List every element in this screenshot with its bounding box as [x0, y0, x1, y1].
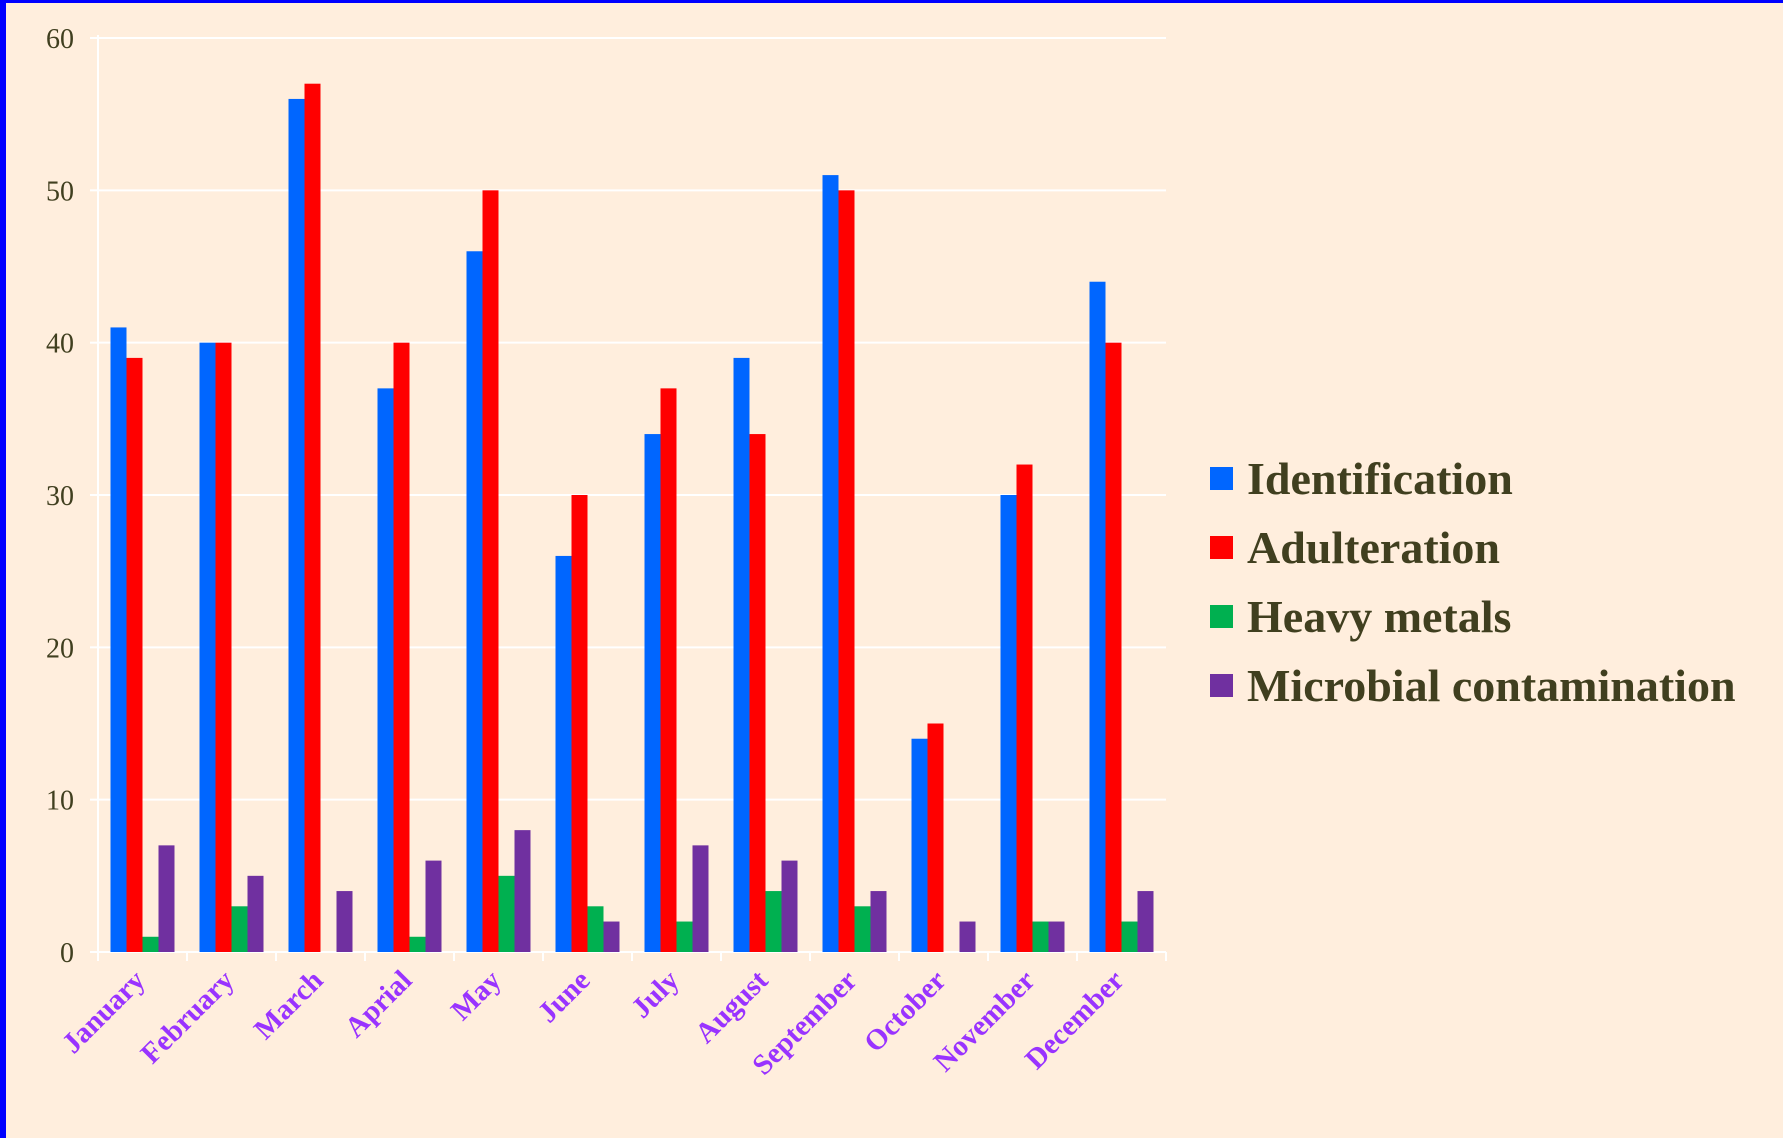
y-tick-label-60: 60: [46, 24, 74, 55]
chart-frame: 0 10 20 30 40 50 60 January February March Aprial M…: [6, 3, 1783, 1138]
x-category-label-february: February: [135, 964, 241, 1070]
bar-identification-october: [911, 738, 928, 952]
y-tick-label-40: 40: [46, 329, 74, 360]
bar-identification-september: [822, 175, 839, 953]
bar-heavy-metals-february: [231, 906, 248, 952]
bar-identification-aprial: [377, 388, 394, 952]
bar-microbial-contamination-march: [336, 891, 353, 952]
y-tick-label-50: 50: [46, 176, 74, 207]
legend-swatch-adulteration: [1210, 536, 1233, 559]
legend-label-microbial-contamination: Microbial contamination: [1247, 660, 1736, 711]
bar-microbial-contamination-september: [870, 891, 887, 952]
y-tick-label-10: 10: [46, 786, 74, 817]
bar-adulteration-october: [927, 723, 944, 952]
bar-adulteration-february: [215, 342, 232, 953]
bar-heavy-metals-november: [1032, 921, 1049, 952]
legend-swatch-heavy-metals: [1210, 605, 1233, 628]
bar-identification-november: [1000, 495, 1017, 952]
bar-microbial-contamination-november: [1048, 921, 1065, 952]
bar-microbial-contamination-june: [603, 921, 620, 952]
legend-item-identification: Identification: [1210, 444, 1736, 513]
legend-swatch-identification: [1210, 467, 1233, 490]
bar-identification-june: [555, 555, 572, 952]
legend-label-adulteration: Adulteration: [1247, 522, 1500, 573]
bar-heavy-metals-january: [142, 936, 159, 952]
bar-microbial-contamination-october: [959, 921, 976, 952]
legend-item-adulteration: Adulteration: [1210, 513, 1736, 582]
y-tick-label-30: 30: [46, 481, 74, 512]
bar-adulteration-november: [1016, 464, 1033, 952]
bar-identification-may: [466, 251, 483, 952]
bar-adulteration-may: [482, 190, 499, 953]
bar-microbial-contamination-january: [158, 845, 175, 952]
legend-swatch-microbial-contamination: [1210, 674, 1233, 697]
x-category-label-aprial: Aprial: [339, 964, 419, 1044]
bar-identification-december: [1089, 281, 1106, 952]
bar-heavy-metals-august: [765, 891, 782, 952]
bar-identification-march: [288, 98, 305, 952]
bar-microbial-contamination-december: [1137, 891, 1154, 952]
legend-label-identification: Identification: [1247, 453, 1513, 504]
legend-item-microbial-contamination: Microbial contamination: [1210, 651, 1736, 720]
y-tick-label-0: 0: [60, 938, 74, 969]
x-category-label-june: June: [532, 964, 597, 1029]
bar-heavy-metals-aprial: [409, 936, 426, 952]
bar-identification-january: [110, 327, 127, 952]
bar-identification-february: [199, 342, 216, 953]
x-category-label-december: December: [1019, 964, 1131, 1076]
x-category-label-august: August: [689, 964, 775, 1050]
bar-microbial-contamination-aprial: [425, 860, 442, 952]
bar-adulteration-september: [838, 190, 855, 953]
x-category-label-july: July: [625, 964, 686, 1025]
x-category-label-march: March: [248, 964, 329, 1045]
bar-adulteration-december: [1105, 342, 1122, 953]
bar-adulteration-july: [660, 388, 677, 952]
bar-adulteration-march: [304, 83, 321, 952]
bar-heavy-metals-june: [587, 906, 604, 952]
bar-identification-august: [733, 357, 750, 952]
bar-microbial-contamination-august: [781, 860, 798, 952]
bar-microbial-contamination-february: [247, 875, 264, 952]
bar-microbial-contamination-july: [692, 845, 709, 952]
bar-adulteration-june: [571, 495, 588, 952]
legend-item-heavy-metals: Heavy metals: [1210, 582, 1736, 651]
bar-identification-july: [644, 434, 661, 953]
x-category-label-may: May: [445, 964, 508, 1027]
bar-heavy-metals-september: [854, 906, 871, 952]
legend: Identification Adulteration Heavy metals…: [1210, 444, 1736, 720]
bar-heavy-metals-december: [1121, 921, 1138, 952]
bar-adulteration-august: [749, 434, 766, 953]
bar-heavy-metals-july: [676, 921, 693, 952]
bar-adulteration-aprial: [393, 342, 410, 953]
legend-label-heavy-metals: Heavy metals: [1247, 591, 1512, 642]
bar-heavy-metals-may: [498, 875, 515, 952]
bar-adulteration-january: [126, 357, 143, 952]
bar-microbial-contamination-may: [514, 830, 531, 952]
y-tick-label-20: 20: [46, 633, 74, 664]
